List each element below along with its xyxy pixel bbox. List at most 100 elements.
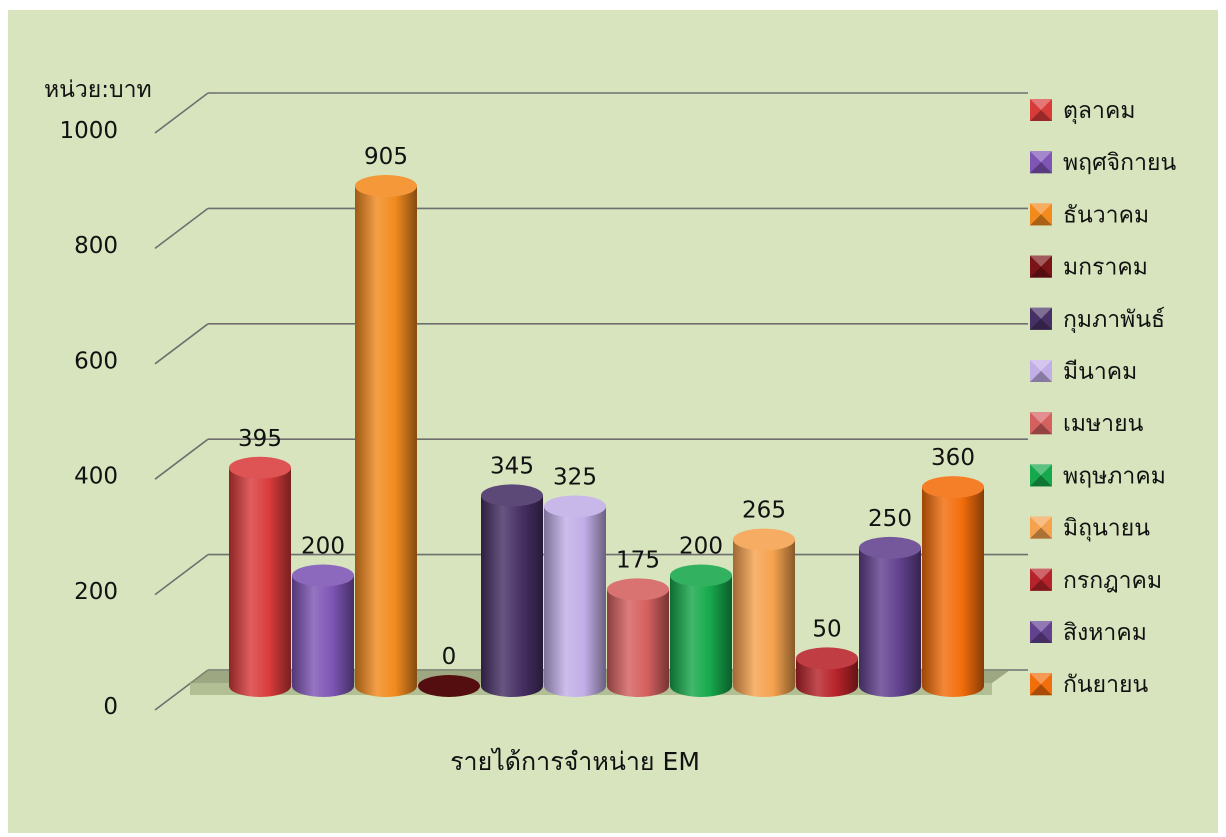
bar [670, 564, 732, 697]
legend-swatch-highlight [1030, 673, 1052, 685]
bar-body [670, 575, 732, 697]
bar-top [922, 476, 984, 499]
bar-top [733, 528, 795, 551]
bar-top [292, 564, 354, 587]
bar-top [670, 564, 732, 587]
bar-body [355, 186, 417, 697]
data-label: 0 [442, 644, 457, 670]
bar-body [859, 547, 921, 697]
legend-swatch-shade [1030, 475, 1052, 487]
legend-label: กุมภาพันธ์ [1063, 306, 1165, 333]
bar [544, 495, 606, 697]
bars [229, 175, 984, 697]
chart-background [8, 10, 1218, 833]
legend-item: สิงหาคม [1030, 620, 1147, 646]
bar-body [229, 467, 291, 697]
y-tick-label: 600 [74, 348, 118, 374]
data-label: 250 [868, 506, 912, 532]
data-label: 325 [553, 464, 597, 490]
legend-swatch-highlight [1030, 151, 1052, 163]
y-tick-label: 200 [74, 579, 118, 605]
bar-body [292, 575, 354, 697]
legend-item: มีนาคม [1030, 359, 1137, 385]
bar-top [355, 175, 417, 197]
bar-top [229, 456, 291, 479]
legend-label: ธันวาคม [1063, 202, 1149, 228]
bar-body [481, 495, 543, 697]
legend-swatch-shade [1030, 371, 1052, 382]
legend-label: พฤศจิกายน [1063, 150, 1176, 176]
data-label: 200 [301, 534, 345, 560]
legend-item: ตุลาคม [1030, 98, 1136, 124]
gridline-diagonal [154, 553, 209, 596]
bar-top [481, 484, 543, 507]
bar-body [733, 539, 795, 697]
legend-item: ธันวาคม [1030, 202, 1149, 228]
legend-label: พฤษภาคม [1063, 463, 1166, 489]
legend-item: พฤษภาคม [1030, 463, 1166, 489]
legend-swatch-shade [1030, 579, 1052, 591]
y-tick-label: 0 [103, 694, 118, 720]
legend-item: กุมภาพันธ์ [1030, 306, 1165, 333]
legend-label: มิถุนายน [1063, 516, 1150, 542]
data-label: 50 [812, 616, 841, 642]
legend-label: มกราคม [1063, 255, 1148, 281]
legend-swatch-highlight [1030, 203, 1052, 215]
legend-label: กันยายน [1063, 672, 1149, 698]
legend-label: กรกฎาคม [1063, 568, 1162, 594]
bar [922, 476, 984, 697]
legend-swatch-highlight [1030, 621, 1052, 632]
legend-label: ตุลาคม [1063, 98, 1136, 124]
legend-swatch-shade [1030, 110, 1052, 121]
y-unit-label: หน่วย:บาท [44, 77, 152, 103]
legend-swatch-shade [1030, 214, 1052, 226]
y-axis: 0 200 400 600 800 1000 [59, 118, 118, 720]
bar-body [922, 487, 984, 697]
data-label: 200 [679, 534, 723, 560]
data-label: 345 [490, 453, 534, 479]
legend-swatch-shade [1030, 527, 1052, 539]
legend: ตุลาคมพฤศจิกายนธันวาคมมกราคมกุมภาพันธ์มี… [1030, 98, 1176, 698]
bar [418, 675, 480, 697]
bar [796, 647, 858, 697]
legend-swatch-highlight [1030, 307, 1052, 319]
legend-item: พฤศจิกายน [1030, 150, 1176, 176]
legend-swatch-shade [1030, 162, 1052, 174]
bar-top [859, 536, 921, 559]
data-labels: 395 200 905 0 345 325 175 200 265 50 250 360 [238, 144, 975, 670]
legend-item: กรกฎาคม [1030, 568, 1162, 594]
data-label: 265 [742, 498, 786, 524]
data-label: 395 [238, 426, 282, 452]
legend-item: กันยายน [1030, 672, 1149, 698]
legend-swatch-highlight [1030, 255, 1052, 267]
legend-item: เมษายน [1030, 411, 1144, 437]
y-tick-label: 1000 [59, 118, 118, 144]
legend-swatch-shade [1030, 318, 1052, 330]
legend-label: มีนาคม [1063, 359, 1137, 385]
y-tick-label: 400 [74, 464, 118, 490]
legend-swatch-highlight [1030, 516, 1052, 528]
legend-label: เมษายน [1063, 411, 1144, 437]
legend-swatch-shade [1030, 266, 1052, 278]
bar-top [418, 675, 480, 697]
legend-swatch-highlight [1030, 464, 1052, 476]
gridline-diagonal [154, 92, 209, 134]
bar [355, 175, 417, 697]
data-label: 175 [616, 547, 660, 573]
bar [481, 484, 543, 697]
legend-label: สิงหาคม [1063, 620, 1147, 646]
gridline-diagonal [154, 207, 209, 250]
bar-body [796, 658, 858, 697]
legend-swatch-shade [1030, 423, 1052, 435]
data-label: 360 [931, 445, 975, 471]
legend-swatch-highlight [1030, 412, 1052, 424]
bar-body [607, 589, 669, 697]
legend-item: มิถุนายน [1030, 516, 1150, 542]
bar [292, 564, 354, 697]
legend-swatch-highlight [1030, 568, 1052, 580]
bar-top [607, 578, 669, 601]
bar-top [544, 495, 606, 518]
legend-item: มกราคม [1030, 255, 1148, 281]
bar-top [796, 647, 858, 670]
